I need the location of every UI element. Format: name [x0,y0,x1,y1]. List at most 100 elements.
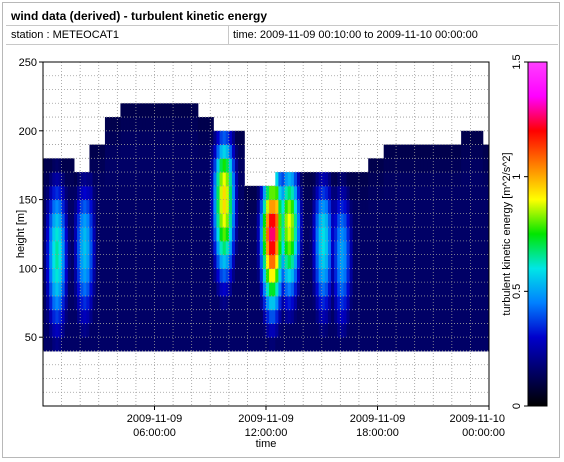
heatmap-cell [377,254,382,269]
heatmap-cell [77,323,81,338]
heatmap-cell [207,172,211,187]
heatmap-cell [132,309,137,324]
heatmap-cell [482,144,487,159]
heatmap-cell [259,240,264,256]
heatmap-cell [89,282,94,297]
heatmap-cell [200,185,205,201]
heatmap-cell [70,213,75,228]
colorbar-tick-label: 1 [511,174,523,180]
heatmap-cell [77,268,81,283]
heatmap-cell [104,254,109,269]
heatmap-cell [151,282,155,297]
heatmap-cell [445,158,450,173]
heatmap-cell [427,268,431,283]
heatmap-cell [343,199,348,214]
heatmap-cell [281,268,286,283]
heatmap-cell [142,185,146,201]
heatmap-cell [142,227,146,242]
heatmap-cell [250,282,255,297]
heatmap-cell [166,199,171,214]
heatmap-cell [318,227,323,242]
heatmap-cell [176,323,180,338]
heatmap-cell [120,268,125,283]
heatmap-cell [306,213,310,228]
heatmap-cell [461,213,465,228]
heatmap-cell [371,213,375,228]
heatmap-cell [451,199,456,214]
heatmap-cell [169,158,174,173]
heatmap-cell [392,199,397,214]
heatmap-cell [445,337,450,352]
heatmap-cell [476,172,481,187]
heatmap-cell [448,295,453,311]
heatmap-cell [423,185,428,201]
heatmap-cell [67,295,72,311]
heatmap-cell [309,323,313,338]
heatmap-cell [216,323,221,338]
heatmap-cell [414,254,419,269]
heatmap-cell [235,337,239,352]
heatmap-cell [95,213,100,228]
heatmap-cell [420,227,425,242]
heatmap-cell [275,282,279,297]
heatmap-cell [98,337,103,352]
heatmap-cell [117,172,121,187]
heatmap-cell [476,130,481,146]
heatmap-cell [191,172,196,187]
heatmap-cell [346,323,351,338]
heatmap-cell [439,185,444,201]
heatmap-cell [117,337,121,352]
heatmap-cell [163,240,168,256]
heatmap-cell [120,199,125,214]
y-tick-label: 50 [25,332,37,344]
heatmap-cell [231,199,236,214]
heatmap-cell [145,172,149,187]
heatmap-cell [216,213,221,228]
heatmap-cell [222,295,227,311]
heatmap-cell [374,172,378,187]
heatmap-cell [142,295,146,311]
heatmap-cell [430,213,434,228]
heatmap-cell [95,323,100,338]
heatmap-cell [194,254,199,269]
heatmap-cell [135,268,140,283]
heatmap-cell [231,130,236,146]
heatmap-cell [414,240,419,256]
heatmap-cell [235,172,239,187]
heatmap-cell [129,158,134,173]
heatmap-cell [445,282,450,297]
heatmap-cell [228,323,233,338]
y-tick-label: 250 [19,57,37,69]
heatmap-cell [225,337,230,352]
heatmap-cell [95,227,100,242]
heatmap-cell [259,227,264,242]
heatmap-cell [135,130,140,146]
heatmap-cell [129,323,134,338]
heatmap-cell [104,130,109,146]
heatmap-cell [293,185,298,201]
heatmap-cell [386,144,391,159]
heatmap-cell [473,213,478,228]
heatmap-cell [340,227,344,242]
heatmap-cell [259,309,264,324]
heatmap-cell [324,227,329,242]
heatmap-cell [269,185,273,201]
heatmap-cell [439,240,444,256]
heatmap-cell [383,172,388,187]
heatmap-cell [321,309,326,324]
heatmap-cell [117,268,121,283]
heatmap-cell [439,199,444,214]
heatmap-cell [439,268,444,283]
heatmap-cell [461,144,465,159]
heatmap-cell [200,323,205,338]
heatmap-cell [458,282,462,297]
heatmap-cell [417,199,422,214]
heatmap-cell [389,172,394,187]
heatmap-cell [169,254,174,269]
heatmap-cell [151,268,155,283]
heatmap-cell [77,309,81,324]
heatmap-cell [135,117,140,132]
heatmap-cell [377,337,382,352]
heatmap-cell [476,227,481,242]
heatmap-cell [259,268,264,283]
